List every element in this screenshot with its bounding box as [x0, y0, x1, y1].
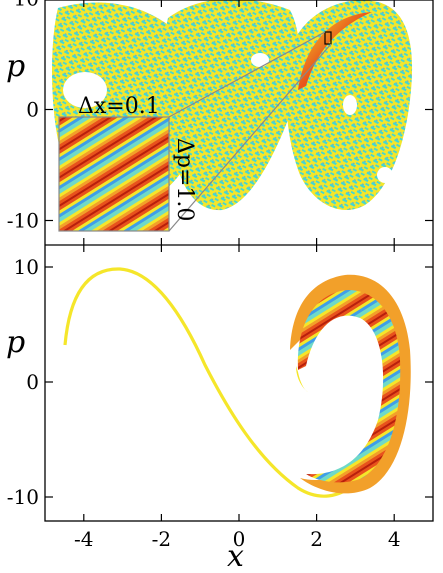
middle-lobe: [163, 0, 300, 211]
inset-dp-label: Δp=1.0: [172, 138, 197, 221]
x-tick-label: 4: [388, 527, 401, 551]
zoom-source-box: [324, 31, 332, 45]
zoom-inset: Δx=0.1 Δp=1.0: [58, 94, 197, 232]
bottom-panel: 10 0 -10 -4 -2 0 2 4 p x: [6, 245, 433, 573]
bottom-x-axis-label: x: [227, 539, 244, 573]
y-tick-label: -10: [7, 209, 39, 233]
ridge-arc: [298, 12, 372, 90]
x-tick-label: -2: [152, 527, 171, 551]
top-axes: 10 0 -10: [7, 0, 433, 245]
top-y-axis-label: p: [6, 49, 25, 84]
bottom-axes: 10 0 -10 -4 -2 0 2 4: [7, 245, 433, 551]
inset-frame: [58, 116, 170, 232]
spiral-inner-tip: [296, 366, 308, 392]
top-panel: Δx=0.1 Δp=1.0 10 0 -10 p: [6, 0, 433, 245]
white-holes: [63, 53, 393, 183]
connector-line-top: [168, 31, 326, 118]
thin-tail-curve: [63, 267, 355, 498]
x-tick-label: 0: [233, 527, 246, 551]
bottom-wigner-distribution: [63, 267, 411, 498]
inset-dx-label: Δx=0.1: [78, 94, 160, 119]
right-spiral-core: [297, 290, 401, 483]
y-tick-label: -10: [7, 485, 39, 509]
x-tick-label: -4: [74, 527, 93, 551]
x-tick-label: 2: [310, 527, 323, 551]
bottom-y-axis-label: p: [6, 325, 25, 360]
y-tick-label: 0: [26, 370, 39, 394]
figure-frame: [44, 0, 434, 522]
y-tick-label: 10: [14, 0, 39, 11]
y-tick-label: 10: [14, 255, 39, 279]
y-tick-label: 0: [26, 98, 39, 122]
connector-line-bottom: [168, 43, 332, 232]
inset-heatmap: [59, 117, 169, 231]
